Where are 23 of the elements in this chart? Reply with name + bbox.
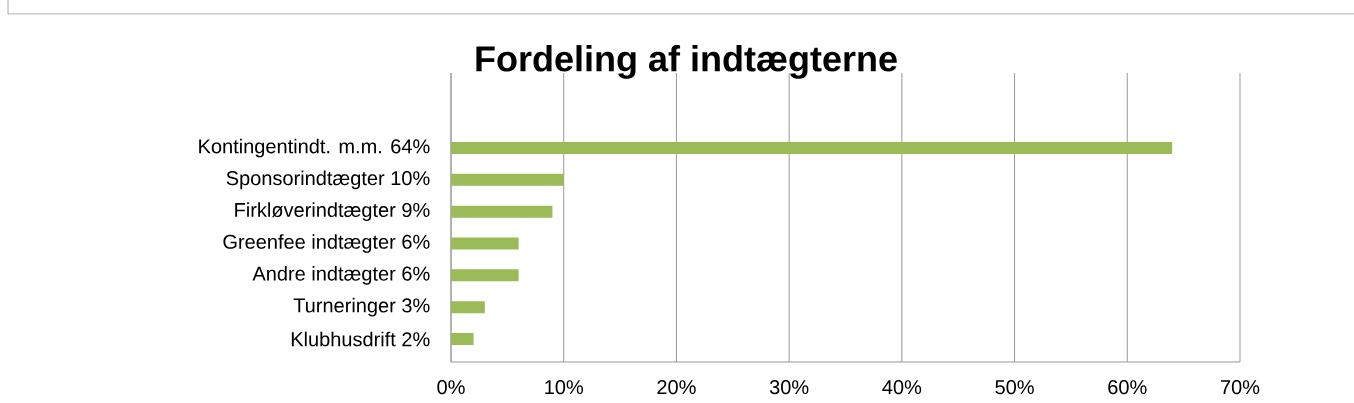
x-tick-label: 30% (769, 380, 809, 395)
bar (451, 173, 564, 186)
bar (451, 269, 519, 282)
bar (451, 332, 474, 345)
x-tick-label: 60% (1108, 380, 1147, 395)
y-tick-label: Kontingentindt. m.m. 64% (199, 138, 430, 158)
y-tick-label: Andre indtægter 6% (252, 266, 430, 285)
bar (451, 205, 553, 218)
bar (451, 301, 485, 314)
x-tick-label: 70% (1220, 380, 1260, 395)
y-tick-label: Greenfee indtægter 6% (223, 234, 430, 253)
y-tick-label: Sponsorindtægter 10% (226, 170, 430, 190)
x-tick-label: 0% (437, 380, 465, 395)
y-tick-label: Turneringer 3% (293, 297, 430, 317)
bar (451, 237, 519, 250)
chart-title: Fordeling af indtægterne (476, 45, 897, 79)
y-tick-label: Klubhusdrift 2% (291, 331, 430, 347)
x-tick-label: 50% (995, 380, 1034, 395)
y-tick-label: Firkløverindtægter 9% (235, 202, 430, 221)
x-tick-label: 20% (657, 380, 696, 395)
x-tick-label: 40% (882, 380, 922, 395)
bar (451, 142, 1173, 155)
x-tick-label: 10% (545, 380, 584, 395)
